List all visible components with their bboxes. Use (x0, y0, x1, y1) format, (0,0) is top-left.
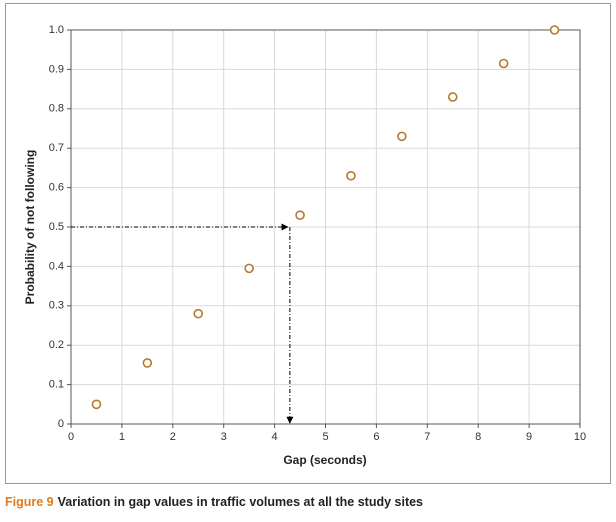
x-tick-label: 10 (574, 431, 586, 443)
y-axis-title: Probability of not following (23, 150, 37, 305)
data-point (346, 170, 356, 181)
caption-text: Variation in gap values in traffic volum… (58, 495, 423, 509)
caption: Figure 9 Variation in gap values in traff… (5, 495, 423, 509)
data-point (91, 399, 102, 410)
y-tick-label: 0.4 (49, 260, 64, 272)
data-point (295, 210, 305, 220)
data-point (397, 131, 407, 142)
data-point (447, 92, 458, 102)
y-tick-label: 0.6 (49, 182, 64, 194)
data-point (549, 25, 560, 35)
x-tick-label: 0 (68, 431, 74, 443)
y-tick-label: 0.7 (49, 142, 64, 154)
y-tick-label: 0.5 (49, 221, 64, 233)
figure-label: Figure 9 (5, 495, 54, 509)
y-tick-label: 0.3 (49, 300, 64, 312)
data-point (244, 263, 254, 274)
x-tick-label: 7 (424, 431, 430, 443)
x-tick-label: 4 (272, 431, 278, 443)
x-tick-label: 8 (475, 431, 481, 443)
x-axis-title: Gap (seconds) (283, 453, 366, 467)
y-tick-label: 0.9 (49, 63, 64, 75)
data-point (193, 308, 204, 319)
y-tick-label: 1.0 (49, 24, 64, 36)
y-tick-label: 0.2 (49, 339, 64, 351)
frame (5, 3, 611, 484)
y-tick-label: 0.1 (49, 379, 64, 391)
x-tick-label: 2 (170, 431, 176, 443)
x-tick-label: 9 (526, 431, 532, 443)
data-point (142, 358, 153, 368)
y-tick-label: 0 (58, 418, 64, 430)
data-point (498, 58, 509, 69)
x-tick-label: 5 (322, 431, 328, 443)
x-tick-label: 6 (373, 431, 379, 443)
x-tick-label: 3 (221, 431, 227, 443)
y-tick-label: 0.8 (49, 103, 64, 115)
x-tick-label: 1 (119, 431, 125, 443)
